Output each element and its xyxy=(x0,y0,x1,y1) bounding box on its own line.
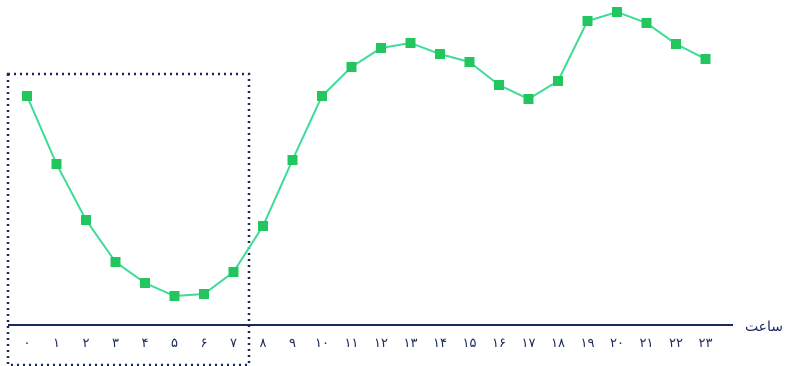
x-tick-label: ۹ xyxy=(289,336,296,351)
highlight-box xyxy=(6,72,251,366)
x-tick-label: ۱ xyxy=(53,336,60,351)
data-point xyxy=(464,57,475,67)
data-point xyxy=(22,91,32,101)
data-point xyxy=(435,49,445,59)
data-point xyxy=(169,291,180,301)
data-point xyxy=(582,16,593,26)
data-point xyxy=(81,215,91,225)
x-tick-label: ۴ xyxy=(142,336,149,351)
x-tick-label: ۱۶ xyxy=(492,336,506,351)
data-point xyxy=(346,62,357,72)
data-point xyxy=(405,38,416,48)
data-point xyxy=(700,54,711,64)
x-tick-label: ۱۱ xyxy=(345,336,359,351)
series-line xyxy=(26,10,706,298)
data-point xyxy=(671,39,681,49)
data-point xyxy=(523,94,534,104)
x-tick-labels: ۰ ۱ ۲ ۳ ۴ ۵ ۶ ۷ ۸ ۹ ۱۰ ۱۱ ۱۲ ۱۳ ۱۴ ۱۵ ۱۶ ۱۷ ۱۸ ۱۹ ۲۰ ۲۱ ۲۲ ۲۳ xyxy=(24,336,713,351)
series-line-group xyxy=(22,7,711,301)
data-point xyxy=(199,289,209,299)
x-tick-label: ۱۷ xyxy=(522,336,536,351)
x-tick-label: ۲۱ xyxy=(640,336,654,351)
x-tick-label: ۲۰ xyxy=(610,336,624,351)
data-point xyxy=(228,267,239,277)
data-point xyxy=(110,257,121,267)
x-tick-label: ۱۵ xyxy=(463,336,477,351)
x-tick-label: ۲ xyxy=(83,336,90,351)
data-point xyxy=(317,91,327,101)
x-tick-label: ۶ xyxy=(201,336,208,351)
x-tick-label: ۰ xyxy=(24,336,31,351)
data-point xyxy=(612,7,622,17)
x-tick-label: ۲۲ xyxy=(669,336,683,351)
x-tick-label: ۱۳ xyxy=(404,336,418,351)
data-point xyxy=(287,155,298,165)
x-tick-label: ۳ xyxy=(112,336,119,351)
data-point xyxy=(553,76,563,86)
data-point xyxy=(376,43,386,53)
x-tick-label: ۱۸ xyxy=(551,336,565,351)
data-point xyxy=(494,80,504,90)
x-tick-label: ۵ xyxy=(171,336,178,351)
x-tick-label: ۷ xyxy=(230,336,237,351)
data-point xyxy=(258,221,268,231)
x-tick-label: ۱۹ xyxy=(581,336,595,351)
x-tick-label: ۱۰ xyxy=(315,336,329,351)
x-tick-label: ۱۲ xyxy=(374,336,388,351)
x-tick-label: ۸ xyxy=(260,336,267,351)
x-axis-label: ساعت xyxy=(745,319,783,335)
x-tick-label: ۱۴ xyxy=(433,336,447,351)
x-tick-label: ۲۳ xyxy=(699,336,713,351)
data-point xyxy=(140,278,150,288)
data-point xyxy=(641,18,652,28)
data-point xyxy=(51,159,62,169)
